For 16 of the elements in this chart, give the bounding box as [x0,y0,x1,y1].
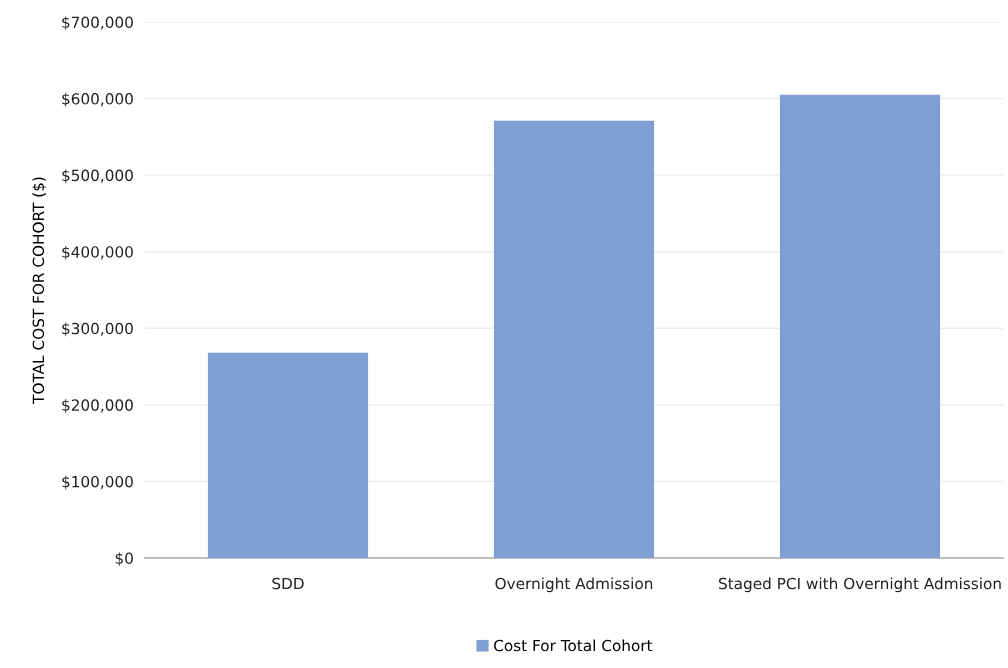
x-tick-label: Overnight Admission [495,577,653,593]
y-tick-label: $0 [115,552,133,567]
y-tick-label: $400,000 [62,245,133,260]
x-tick-label: Staged PCI with Overnight Admission [718,577,1001,593]
legend-label: Cost For Total Cohort [494,639,653,652]
y-tick-label: $100,000 [62,475,133,490]
x-tick-label: SDD [272,577,304,590]
y-tick-label: $700,000 [62,16,133,31]
y-axis-title: TOTAL COST FOR COHORT ($) [32,177,47,404]
y-tick-label: $600,000 [62,92,133,107]
y-tick-label: $500,000 [62,169,133,184]
bar [207,352,369,558]
y-tick-label: $300,000 [62,322,133,337]
y-tick-label: $200,000 [62,399,133,413]
bar [779,94,941,558]
bar [493,120,655,558]
